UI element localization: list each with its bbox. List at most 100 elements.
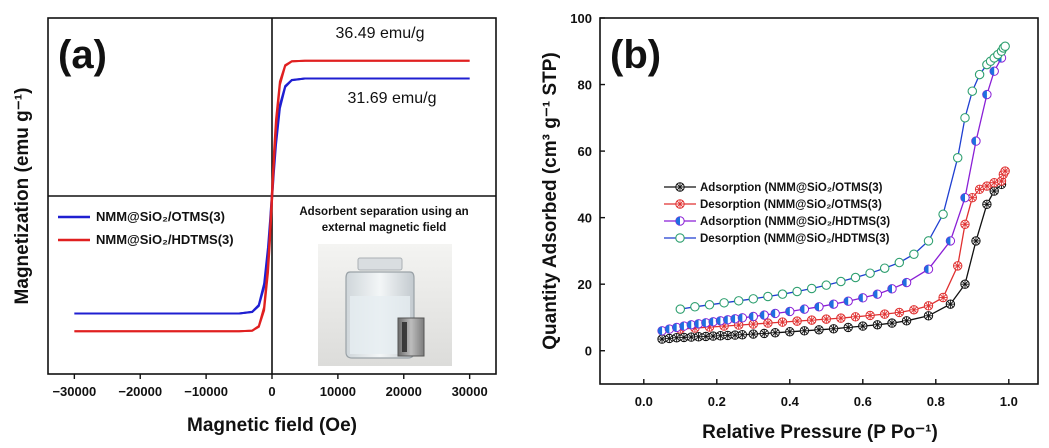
- isotherm-point-des-otms: [954, 262, 962, 270]
- isotherm-point-des-hdtms: [793, 287, 801, 295]
- isotherm-point-des-hdtms: [676, 305, 684, 313]
- panel-a-legend: NMM@SiO₂/OTMS(3) NMM@SiO₂/HDTMS(3): [58, 209, 234, 247]
- isotherm-point-ads-otms: [924, 312, 932, 320]
- isotherm-point-ads-otms: [829, 325, 837, 333]
- inset-vial-photo: [318, 244, 452, 366]
- isotherm-point-des-otms: [837, 314, 845, 322]
- isotherm-point-ads-otms: [786, 328, 794, 336]
- legend-label-des-otms: Desorption (NMM@SiO₂/OTMS(3): [700, 199, 882, 211]
- isotherm-point-ads-otms: [888, 319, 896, 327]
- legend-marker-des-otms: [676, 200, 684, 208]
- isotherm-point-des-hdtms: [924, 237, 932, 245]
- isotherm-point-des-hdtms: [910, 250, 918, 258]
- panel-b-x-tick-label: 1.0: [1000, 394, 1018, 409]
- isotherm-point-ads-hdtms: [800, 305, 808, 313]
- isotherm-point-des-otms: [895, 308, 903, 316]
- isotherm-point-ads-hdtms: [815, 303, 823, 311]
- isotherm-point-des-hdtms: [808, 284, 816, 292]
- isotherm-point-ads-hdtms: [760, 311, 768, 319]
- isotherm-point-ads-hdtms: [924, 265, 932, 273]
- isotherm-point-des-hdtms: [881, 264, 889, 272]
- isotherm-point-ads-otms: [972, 237, 980, 245]
- inset-caption-line1: Adsorbent separation using an: [299, 206, 468, 218]
- panel-b-x-axis-title: Relative Pressure (P Po⁻¹): [702, 422, 938, 443]
- isotherm-point-ads-hdtms: [990, 67, 998, 75]
- legend-marker-des-hdtms: [676, 234, 684, 242]
- panel-b-y-tick-label: 60: [578, 144, 592, 159]
- isotherm-point-des-hdtms: [968, 87, 976, 95]
- isotherm-point-des-otms: [910, 306, 918, 314]
- isotherm-point-des-hdtms: [866, 269, 874, 277]
- isotherm-point-ads-otms: [844, 323, 852, 331]
- isotherm-point-des-otms: [851, 313, 859, 321]
- isotherm-point-ads-otms: [902, 317, 910, 325]
- panel-b-y-tick-label: 100: [570, 11, 592, 26]
- isotherm-point-ads-otms: [990, 187, 998, 195]
- isotherm-point-ads-otms: [738, 331, 746, 339]
- panel-a-x-tick-label: 30000: [452, 384, 488, 399]
- isotherm-point-des-otms: [939, 293, 947, 301]
- panel-b-x-tick-label: 0.6: [854, 394, 872, 409]
- isotherm-point-ads-hdtms: [946, 237, 954, 245]
- isotherm-point-des-hdtms: [822, 281, 830, 289]
- vial-neck: [358, 258, 402, 270]
- isotherm-point-des-otms: [793, 317, 801, 325]
- isotherm-point-ads-otms: [859, 322, 867, 330]
- panel-a-x-tick-label: −20000: [118, 384, 162, 399]
- isotherm-point-des-otms: [961, 220, 969, 228]
- inset-caption-line2: external magnetic field: [322, 222, 447, 234]
- isotherm-point-ads-otms: [815, 326, 823, 334]
- isotherm-point-des-hdtms: [1001, 42, 1009, 50]
- isotherm-point-ads-hdtms: [902, 278, 910, 286]
- isotherm-point-des-otms: [924, 302, 932, 310]
- isotherm-point-des-hdtms: [705, 301, 713, 309]
- isotherm-line-ads-hdtms: [662, 58, 1002, 331]
- isotherm-point-ads-hdtms: [844, 297, 852, 305]
- panel-b-legend: Adsorption (NMM@SiO₂/OTMS(3) Desorption …: [664, 182, 890, 245]
- isotherm-point-des-otms: [1001, 167, 1009, 175]
- isotherm-point-des-hdtms: [720, 299, 728, 307]
- isotherm-point-ads-otms: [946, 300, 954, 308]
- panel-b: (b) Relative Pressure (P Po⁻¹) Quantity …: [540, 11, 1038, 443]
- isotherm-point-des-hdtms: [939, 210, 947, 218]
- panel-a-x-axis-title: Magnetic field (Oe): [187, 415, 357, 436]
- magnet: [398, 318, 424, 356]
- isotherm-point-des-otms: [822, 315, 830, 323]
- panel-a-label: (a): [58, 33, 107, 77]
- panel-b-y-tick-label: 0: [585, 344, 592, 359]
- isotherm-point-ads-otms: [749, 330, 757, 338]
- isotherm-point-ads-otms: [800, 327, 808, 335]
- captured-particles: [402, 322, 407, 352]
- panel-a-x-tick-label: 20000: [386, 384, 422, 399]
- panel-a-y-axis-title: Magnetization (emu g⁻¹): [12, 88, 33, 305]
- isotherm-point-des-hdtms: [735, 297, 743, 305]
- legend-label-des-hdtms: Desorption (NMM@SiO₂/HDTMS(3): [700, 233, 890, 245]
- isotherm-point-ads-hdtms: [972, 137, 980, 145]
- isotherm-point-ads-hdtms: [983, 90, 991, 98]
- isotherm-point-ads-hdtms: [786, 307, 794, 315]
- legend-label-ads-otms: Adsorption (NMM@SiO₂/OTMS(3): [700, 182, 883, 194]
- panel-b-x-tick-label: 0.2: [708, 394, 726, 409]
- isotherm-point-ads-hdtms: [738, 314, 746, 322]
- isotherm-point-des-otms: [778, 318, 786, 326]
- isotherm-point-ads-hdtms: [873, 290, 881, 298]
- panel-b-y-axis-title: Quantity Adsorbed (cm³ g⁻¹ STP): [540, 52, 561, 350]
- isotherm-point-ads-hdtms: [749, 312, 757, 320]
- panel-a-x-tick-label: 0: [268, 384, 275, 399]
- isotherm-point-des-otms: [866, 311, 874, 319]
- isotherm-point-des-hdtms: [851, 273, 859, 281]
- legend-marker-ads-hdtms: [676, 217, 684, 225]
- isotherm-point-des-otms: [764, 319, 772, 327]
- legend-marker-ads-otms: [676, 183, 684, 191]
- isotherm-point-ads-otms: [873, 321, 881, 329]
- isotherm-point-ads-otms: [771, 329, 779, 337]
- isotherm-point-des-hdtms: [764, 292, 772, 300]
- isotherm-point-ads-otms: [983, 200, 991, 208]
- panel-b-y-tick-label: 80: [578, 78, 592, 93]
- panel-b-x-tick-label: 0.8: [927, 394, 945, 409]
- isotherm-point-des-hdtms: [895, 258, 903, 266]
- isotherm-point-des-otms: [749, 320, 757, 328]
- legend-label-hdtms: NMM@SiO₂/HDTMS(3): [96, 232, 234, 247]
